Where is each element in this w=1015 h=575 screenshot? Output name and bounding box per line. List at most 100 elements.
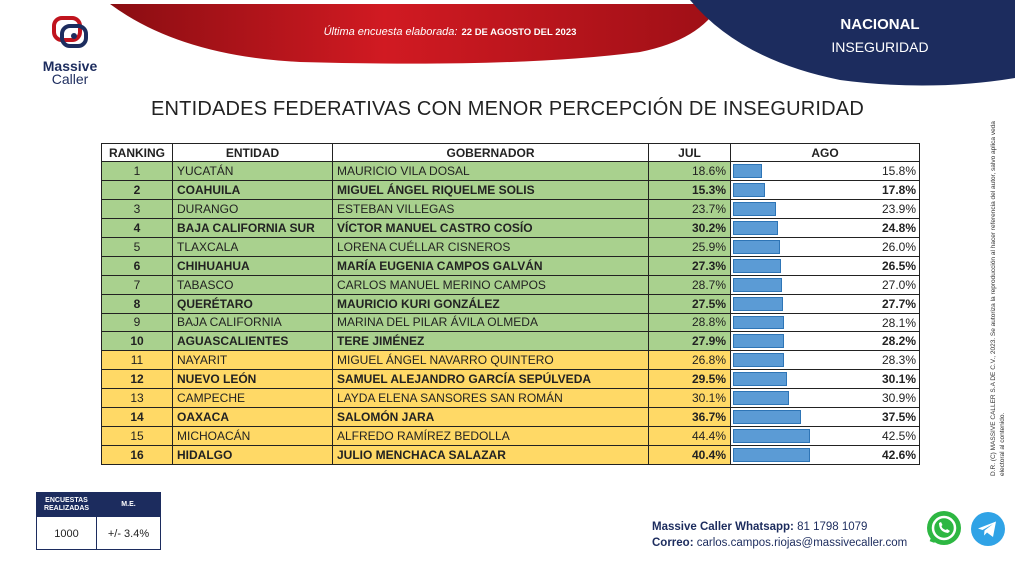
copyright-notice: D.R. (C) MASSIVE CALLER S.A DE C.V., 202… xyxy=(985,120,1015,480)
ago-value: 30.9% xyxy=(881,391,916,406)
ago-bar xyxy=(733,391,789,406)
table-row: 5 TLAXCALA LORENA CUÉLLAR CISNEROS 25.9% 26.… xyxy=(101,236,920,257)
survey-date: Última encuesta elaborada: 22 DE AGOSTO D… xyxy=(300,26,600,38)
jul-cell: 18.6% xyxy=(648,161,731,181)
entidad-cell: YUCATÁN xyxy=(172,161,333,181)
rank-cell: 4 xyxy=(101,217,173,238)
jul-cell: 27.3% xyxy=(648,255,731,276)
ranking-table: RANKING ENTIDAD GOBERNADOR JUL AGO 1 YUCA… xyxy=(101,143,920,465)
rank-cell: 1 xyxy=(101,161,173,181)
gobernador-cell: CARLOS MANUEL MERINO CAMPOS xyxy=(332,274,649,295)
gobernador-cell: ESTEBAN VILLEGAS xyxy=(332,198,649,219)
gobernador-cell: MAURICIO KURI GONZÁLEZ xyxy=(332,293,649,314)
ago-value: 37.5% xyxy=(881,410,916,425)
logo-chat-icon xyxy=(52,16,88,48)
ago-bar xyxy=(733,220,778,235)
header-ago: AGO xyxy=(730,143,920,162)
ago-bar xyxy=(733,448,810,462)
ago-bar xyxy=(733,410,801,425)
entidad-cell: TABASCO xyxy=(172,274,333,295)
whatsapp-label: Massive Caller Whatsapp: xyxy=(652,521,794,533)
whatsapp-number[interactable]: 81 1798 1079 xyxy=(797,521,868,533)
gobernador-cell: LAYDA ELENA SANSORES SAN ROMÁN xyxy=(332,388,649,409)
ago-bar xyxy=(733,315,784,330)
rank-cell: 6 xyxy=(101,255,173,276)
rank-cell: 13 xyxy=(101,388,173,409)
ago-value: 27.0% xyxy=(881,277,916,292)
jul-cell: 29.5% xyxy=(648,369,731,390)
ago-cell: 42.6% xyxy=(730,445,920,465)
stats-margin-value: +/- 3.4% xyxy=(107,527,150,540)
table-row: 10 AGUASCALIENTES TERE JIMÉNEZ 27.9% 28.2% xyxy=(101,331,920,352)
ago-cell: 30.9% xyxy=(730,388,920,409)
table-row: 13 CAMPECHE LAYDA ELENA SANSORES SAN ROMÁN… xyxy=(101,388,920,409)
topic-label: INSEGURIDAD xyxy=(831,39,929,55)
entidad-cell: MICHOACÁN xyxy=(172,426,333,447)
scope-box: NACIONAL INSEGURIDAD xyxy=(800,16,960,55)
ago-cell: 26.0% xyxy=(730,236,920,257)
ago-cell: 28.2% xyxy=(730,331,920,352)
entidad-cell: QUERÉTARO xyxy=(172,293,333,314)
email-link[interactable]: carlos.campos.riojas@massivecaller.com xyxy=(696,537,908,549)
table-row: 12 NUEVO LEÓN SAMUEL ALEJANDRO GARCÍA SEPÚ… xyxy=(101,369,920,390)
whatsapp-icon[interactable] xyxy=(925,509,963,547)
rank-cell: 14 xyxy=(101,407,173,428)
ago-value: 26.5% xyxy=(881,258,916,273)
rank-cell: 8 xyxy=(101,293,173,314)
ago-value: 42.6% xyxy=(881,448,916,463)
ago-cell: 15.8% xyxy=(730,161,920,181)
gobernador-cell: MARINA DEL PILAR ÁVILA OLMEDA xyxy=(332,312,649,333)
rank-cell: 3 xyxy=(101,198,173,219)
ago-bar xyxy=(733,296,783,311)
entidad-cell: NAYARIT xyxy=(172,350,333,371)
jul-cell: 23.7% xyxy=(648,198,731,219)
entidad-cell: DURANGO xyxy=(172,198,333,219)
massive-caller-logo: Massive Caller xyxy=(28,14,112,86)
jul-cell: 30.2% xyxy=(648,217,731,238)
ago-value: 15.8% xyxy=(881,164,916,178)
ago-cell: 26.5% xyxy=(730,255,920,276)
header-jul: JUL xyxy=(648,143,731,162)
entidad-cell: NUEVO LEÓN xyxy=(172,369,333,390)
telegram-icon[interactable] xyxy=(970,511,1006,547)
ago-value: 17.8% xyxy=(881,182,916,197)
jul-cell: 28.8% xyxy=(648,312,731,333)
ago-bar xyxy=(733,258,781,273)
copyright-text: D.R. (C) MASSIVE CALLER S.A DE C.V., 202… xyxy=(990,121,1006,476)
page-title: ENTIDADES FEDERATIVAS CON MENOR PERCEPCI… xyxy=(151,98,864,120)
jul-cell: 28.7% xyxy=(648,274,731,295)
ago-value: 24.8% xyxy=(881,220,916,235)
jul-cell: 25.9% xyxy=(648,236,731,257)
ago-bar xyxy=(733,182,765,197)
ago-bar xyxy=(733,429,810,444)
entidad-cell: COAHUILA xyxy=(172,179,333,200)
stats-surveys-value: 1000 xyxy=(37,517,97,550)
jul-cell: 36.7% xyxy=(648,407,731,428)
ago-bar xyxy=(733,277,782,292)
ago-value: 42.5% xyxy=(881,429,916,444)
ago-cell: 27.7% xyxy=(730,293,920,314)
ago-value: 30.1% xyxy=(881,372,916,387)
ago-cell: 37.5% xyxy=(730,407,920,428)
ago-value: 28.3% xyxy=(881,353,916,368)
ago-value: 28.1% xyxy=(881,315,916,330)
ago-bar xyxy=(733,164,762,178)
ago-cell: 30.1% xyxy=(730,369,920,390)
table-row: 7 TABASCO CARLOS MANUEL MERINO CAMPOS 28.7%… xyxy=(101,274,920,295)
header-gobernador: GOBERNADOR xyxy=(332,143,649,162)
ago-cell: 42.5% xyxy=(730,426,920,447)
rank-cell: 15 xyxy=(101,426,173,447)
rank-cell: 11 xyxy=(101,350,173,371)
header-ranking: RANKING xyxy=(101,143,173,162)
table-row: 1 YUCATÁN MAURICIO VILA DOSAL 18.6% 15.8% xyxy=(101,161,920,181)
jul-cell: 44.4% xyxy=(648,426,731,447)
gobernador-cell: JULIO MENCHACA SALAZAR xyxy=(332,445,649,465)
email-label: Correo: xyxy=(652,537,694,549)
entidad-cell: BAJA CALIFORNIA SUR xyxy=(172,217,333,238)
entidad-cell: AGUASCALIENTES xyxy=(172,331,333,352)
entidad-cell: CHIHUAHUA xyxy=(172,255,333,276)
stats-surveys-label: ENCUESTAS REALIZADAS xyxy=(37,493,97,517)
rank-cell: 16 xyxy=(101,445,173,465)
table-row: 15 MICHOACÁN ALFREDO RAMÍREZ BEDOLLA 44.4% 4… xyxy=(101,426,920,447)
